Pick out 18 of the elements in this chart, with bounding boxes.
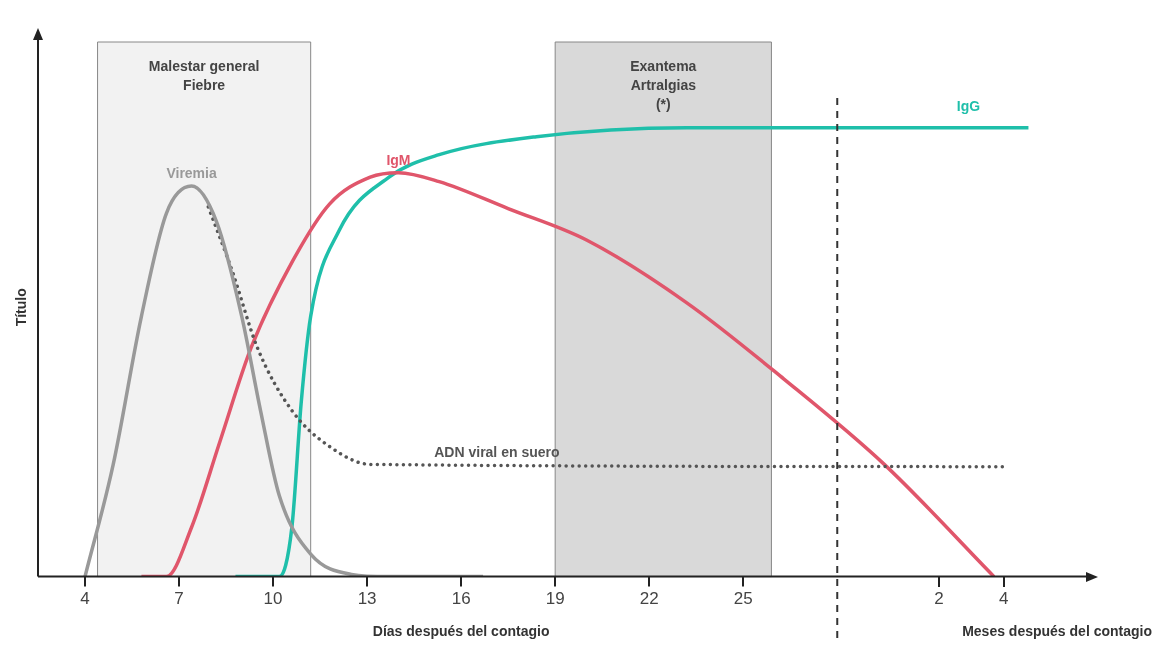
x2-tick-label: 2 — [934, 589, 944, 609]
series-label: IgG — [956, 97, 981, 114]
x-tick-label: 22 — [639, 589, 659, 609]
x-tick-label: 7 — [174, 589, 184, 609]
band-label: Exantema Artralgias (*) — [630, 57, 697, 112]
x-tick-label: 13 — [357, 589, 377, 609]
x-tick-label: 4 — [80, 589, 90, 609]
band-label: Malestar general Fiebre — [148, 57, 260, 93]
series-label: IgM — [386, 151, 411, 168]
x-axis-title: Días después del contagio — [372, 622, 550, 639]
x-tick-label: 16 — [451, 589, 471, 609]
x-tick-label: 10 — [263, 589, 283, 609]
x-tick-label: 19 — [545, 589, 565, 609]
x-tick-label: 25 — [733, 589, 753, 609]
series-label: Viremia — [166, 164, 217, 181]
x2-axis-title: Meses después del contagio — [962, 622, 1152, 639]
series-label: ADN viral en suero — [434, 444, 560, 461]
y-axis-title: Título — [12, 288, 29, 327]
